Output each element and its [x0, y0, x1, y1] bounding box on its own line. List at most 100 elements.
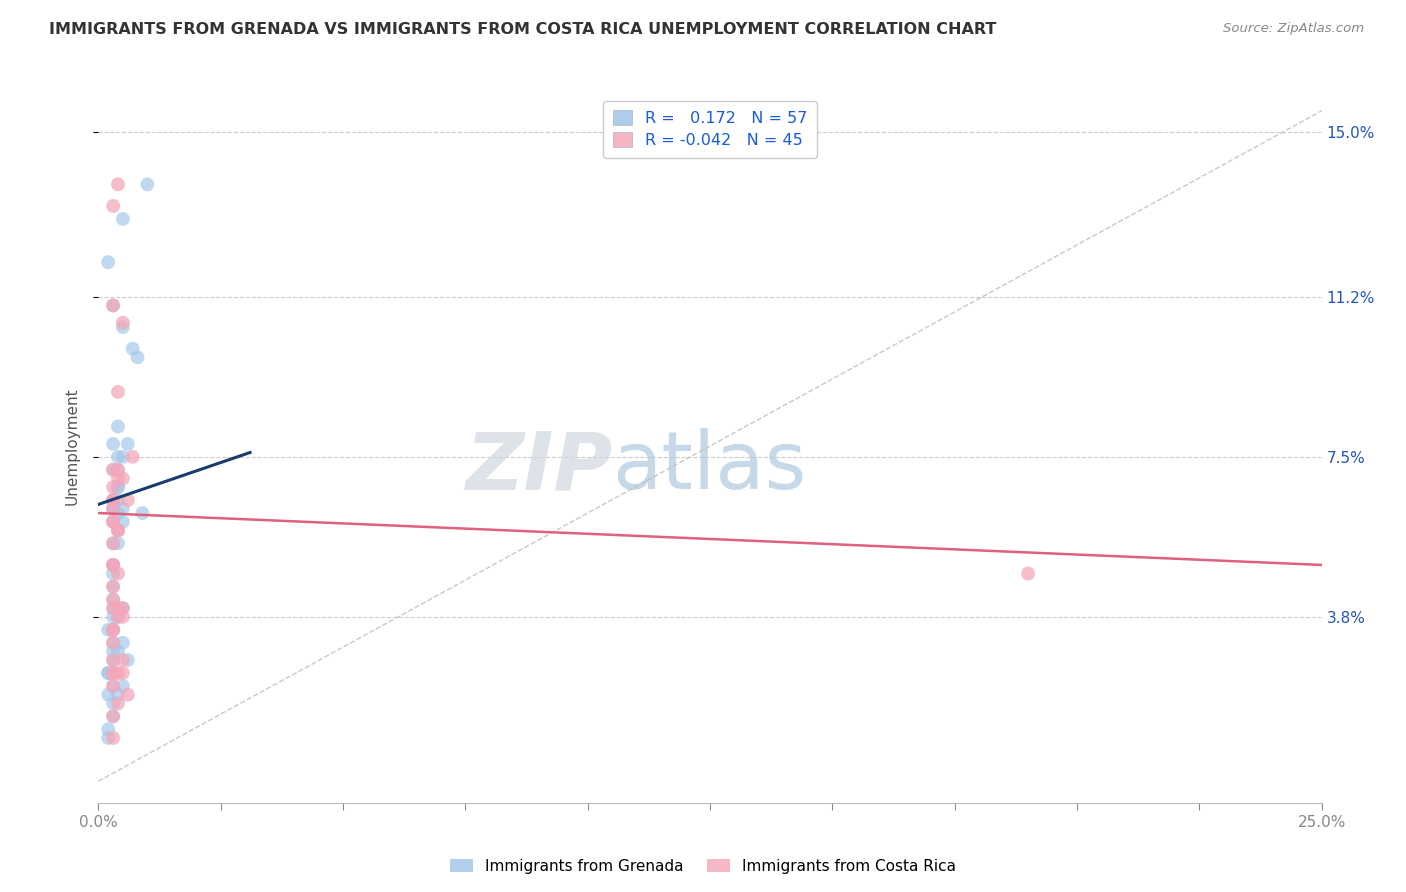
- Point: [101, 653, 124, 667]
- Point: [107, 463, 129, 477]
- Point: [101, 558, 124, 572]
- Point: [101, 515, 124, 529]
- Point: [1017, 566, 1039, 581]
- Point: [111, 515, 134, 529]
- Point: [101, 501, 124, 516]
- Point: [101, 558, 124, 572]
- Point: [101, 515, 124, 529]
- Point: [101, 566, 124, 581]
- Point: [107, 463, 129, 477]
- Point: [107, 480, 129, 494]
- Point: [117, 437, 139, 451]
- Point: [117, 493, 139, 508]
- Point: [107, 419, 129, 434]
- Point: [101, 493, 124, 508]
- Point: [101, 298, 124, 312]
- Point: [111, 653, 134, 667]
- Point: [111, 450, 134, 464]
- Point: [117, 688, 139, 702]
- Point: [101, 463, 124, 477]
- Point: [101, 592, 124, 607]
- Point: [117, 653, 139, 667]
- Point: [101, 679, 124, 693]
- Point: [101, 666, 124, 681]
- Point: [127, 351, 149, 365]
- Point: [107, 506, 129, 520]
- Point: [136, 178, 159, 192]
- Point: [121, 342, 143, 356]
- Point: [101, 623, 124, 637]
- Point: [107, 610, 129, 624]
- Point: [107, 480, 129, 494]
- Point: [111, 666, 134, 681]
- Point: [101, 501, 124, 516]
- Point: [111, 471, 134, 485]
- Point: [101, 437, 124, 451]
- Point: [97, 723, 120, 737]
- Point: [111, 601, 134, 615]
- Text: ZIP: ZIP: [465, 428, 612, 507]
- Point: [107, 178, 129, 192]
- Point: [101, 653, 124, 667]
- Point: [107, 696, 129, 710]
- Point: [101, 558, 124, 572]
- Point: [107, 384, 129, 399]
- Point: [101, 709, 124, 723]
- Point: [107, 566, 129, 581]
- Point: [101, 558, 124, 572]
- Point: [97, 255, 120, 269]
- Point: [111, 316, 134, 330]
- Point: [101, 199, 124, 213]
- Point: [107, 601, 129, 615]
- Point: [107, 524, 129, 538]
- Text: atlas: atlas: [612, 428, 807, 507]
- Point: [101, 601, 124, 615]
- Point: [101, 480, 124, 494]
- Point: [101, 623, 124, 637]
- Point: [111, 320, 134, 334]
- Point: [107, 450, 129, 464]
- Point: [101, 636, 124, 650]
- Point: [101, 636, 124, 650]
- Point: [101, 580, 124, 594]
- Point: [101, 666, 124, 681]
- Point: [101, 610, 124, 624]
- Point: [101, 644, 124, 658]
- Point: [101, 696, 124, 710]
- Point: [97, 731, 120, 745]
- Point: [97, 666, 120, 681]
- Point: [97, 688, 120, 702]
- Point: [107, 524, 129, 538]
- Legend: Immigrants from Grenada, Immigrants from Costa Rica: Immigrants from Grenada, Immigrants from…: [444, 853, 962, 880]
- Point: [101, 536, 124, 550]
- Point: [107, 601, 129, 615]
- Point: [101, 298, 124, 312]
- Point: [111, 501, 134, 516]
- Text: Source: ZipAtlas.com: Source: ZipAtlas.com: [1223, 22, 1364, 36]
- Point: [97, 623, 120, 637]
- Legend: R =   0.172   N = 57, R = -0.042   N = 45: R = 0.172 N = 57, R = -0.042 N = 45: [603, 101, 817, 158]
- Point: [101, 515, 124, 529]
- Point: [107, 536, 129, 550]
- Point: [121, 450, 143, 464]
- Point: [101, 623, 124, 637]
- Y-axis label: Unemployment: Unemployment: [65, 387, 80, 505]
- Point: [101, 666, 124, 681]
- Point: [111, 211, 134, 226]
- Point: [111, 636, 134, 650]
- Point: [107, 644, 129, 658]
- Point: [101, 601, 124, 615]
- Point: [101, 679, 124, 693]
- Point: [131, 506, 153, 520]
- Point: [101, 592, 124, 607]
- Point: [101, 493, 124, 508]
- Point: [101, 731, 124, 745]
- Point: [101, 463, 124, 477]
- Text: IMMIGRANTS FROM GRENADA VS IMMIGRANTS FROM COSTA RICA UNEMPLOYMENT CORRELATION C: IMMIGRANTS FROM GRENADA VS IMMIGRANTS FR…: [49, 22, 997, 37]
- Point: [107, 524, 129, 538]
- Point: [97, 666, 120, 681]
- Point: [107, 688, 129, 702]
- Point: [101, 536, 124, 550]
- Point: [101, 493, 124, 508]
- Point: [111, 610, 134, 624]
